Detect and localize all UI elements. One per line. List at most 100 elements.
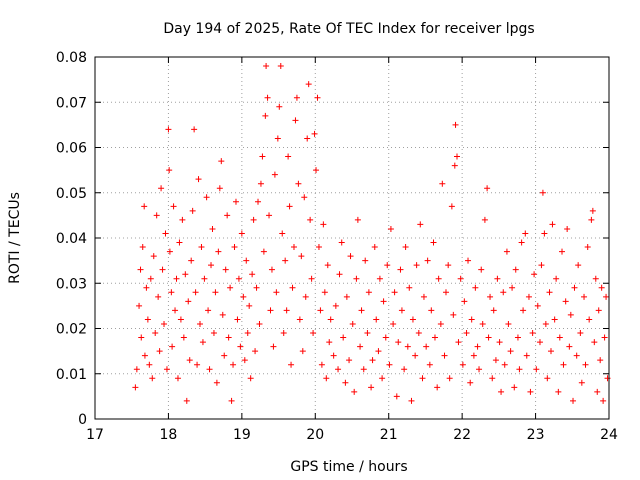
x-tick-labels: 17 18 19 20 21 22 23 24 <box>86 427 618 443</box>
data-point <box>318 361 325 368</box>
data-point <box>380 298 387 305</box>
data-point <box>485 334 492 341</box>
data-point <box>224 212 231 219</box>
data-point <box>290 244 297 251</box>
data-point <box>523 352 530 359</box>
data-point <box>313 167 320 174</box>
data-point <box>501 361 508 368</box>
data-point <box>489 375 496 382</box>
data-point <box>527 388 534 395</box>
data-point <box>276 103 283 110</box>
data-point <box>346 357 353 364</box>
data-point <box>177 316 184 323</box>
data-point <box>146 361 153 368</box>
data-point <box>307 216 314 223</box>
data-point <box>336 271 343 278</box>
data-point <box>544 375 551 382</box>
data-point <box>505 320 512 327</box>
data-point <box>559 248 566 255</box>
data-point <box>415 330 422 337</box>
grid-lines <box>95 57 609 419</box>
data-point <box>516 366 523 373</box>
data-point <box>215 248 222 255</box>
data-point <box>170 203 177 210</box>
data-point <box>571 284 578 291</box>
data-point <box>243 257 250 264</box>
data-point <box>512 266 519 273</box>
data-point <box>305 81 312 88</box>
data-point <box>496 339 503 346</box>
data-point <box>183 397 190 404</box>
data-point <box>450 311 457 318</box>
data-point <box>260 248 267 255</box>
data-point <box>268 266 275 273</box>
data-point <box>509 284 516 291</box>
data-point <box>210 330 217 337</box>
data-point <box>371 244 378 251</box>
data-point <box>534 302 541 309</box>
data-point <box>182 271 189 278</box>
data-point <box>476 366 483 373</box>
data-point <box>228 397 235 404</box>
x-tick-label: 19 <box>233 427 251 443</box>
y-tick-label: 0.03 <box>56 276 87 292</box>
data-point <box>586 316 593 323</box>
data-point <box>277 63 284 70</box>
data-point <box>369 357 376 364</box>
data-point <box>402 244 409 251</box>
data-point <box>321 289 328 296</box>
data-point <box>141 203 148 210</box>
data-point <box>159 266 166 273</box>
data-point <box>603 293 610 300</box>
data-point <box>301 194 308 201</box>
data-point <box>197 320 204 327</box>
data-point <box>430 239 437 246</box>
data-point <box>288 361 295 368</box>
data-point <box>198 244 205 251</box>
y-tick-label: 0.04 <box>56 231 87 247</box>
data-point <box>147 275 154 282</box>
data-point <box>280 330 287 337</box>
data-point <box>161 320 168 327</box>
data-point <box>452 121 459 128</box>
data-point <box>186 357 193 364</box>
data-point <box>584 244 591 251</box>
data-point <box>310 330 317 337</box>
data-point <box>409 316 416 323</box>
data-point <box>315 244 322 251</box>
data-point <box>406 284 413 291</box>
data-point <box>208 262 215 269</box>
data-point <box>256 320 263 327</box>
data-point <box>397 266 404 273</box>
data-point <box>578 379 585 386</box>
data-point <box>420 293 427 300</box>
data-point <box>577 330 584 337</box>
data-point <box>379 375 386 382</box>
data-point <box>582 361 589 368</box>
data-point <box>457 275 464 282</box>
data-point <box>424 257 431 264</box>
data-point <box>542 320 549 327</box>
data-point <box>274 135 281 142</box>
data-point <box>289 284 296 291</box>
data-point <box>138 334 145 341</box>
data-point <box>481 216 488 223</box>
y-tick-labels: 0 0.01 0.02 0.03 0.04 0.05 0.06 0.07 0.08 <box>56 50 87 428</box>
data-point <box>252 348 259 355</box>
data-point <box>174 375 181 382</box>
data-point <box>234 316 241 323</box>
data-point <box>567 311 574 318</box>
data-point <box>137 266 144 273</box>
data-point <box>271 171 278 178</box>
data-point <box>393 393 400 400</box>
data-point <box>589 207 596 214</box>
data-point <box>168 289 175 296</box>
x-tick-label: 21 <box>380 427 398 443</box>
data-point <box>598 284 605 291</box>
data-point <box>560 361 567 368</box>
data-point <box>266 212 273 219</box>
data-point <box>180 334 187 341</box>
data-point <box>152 330 159 337</box>
data-point <box>592 275 599 282</box>
data-point <box>600 397 607 404</box>
